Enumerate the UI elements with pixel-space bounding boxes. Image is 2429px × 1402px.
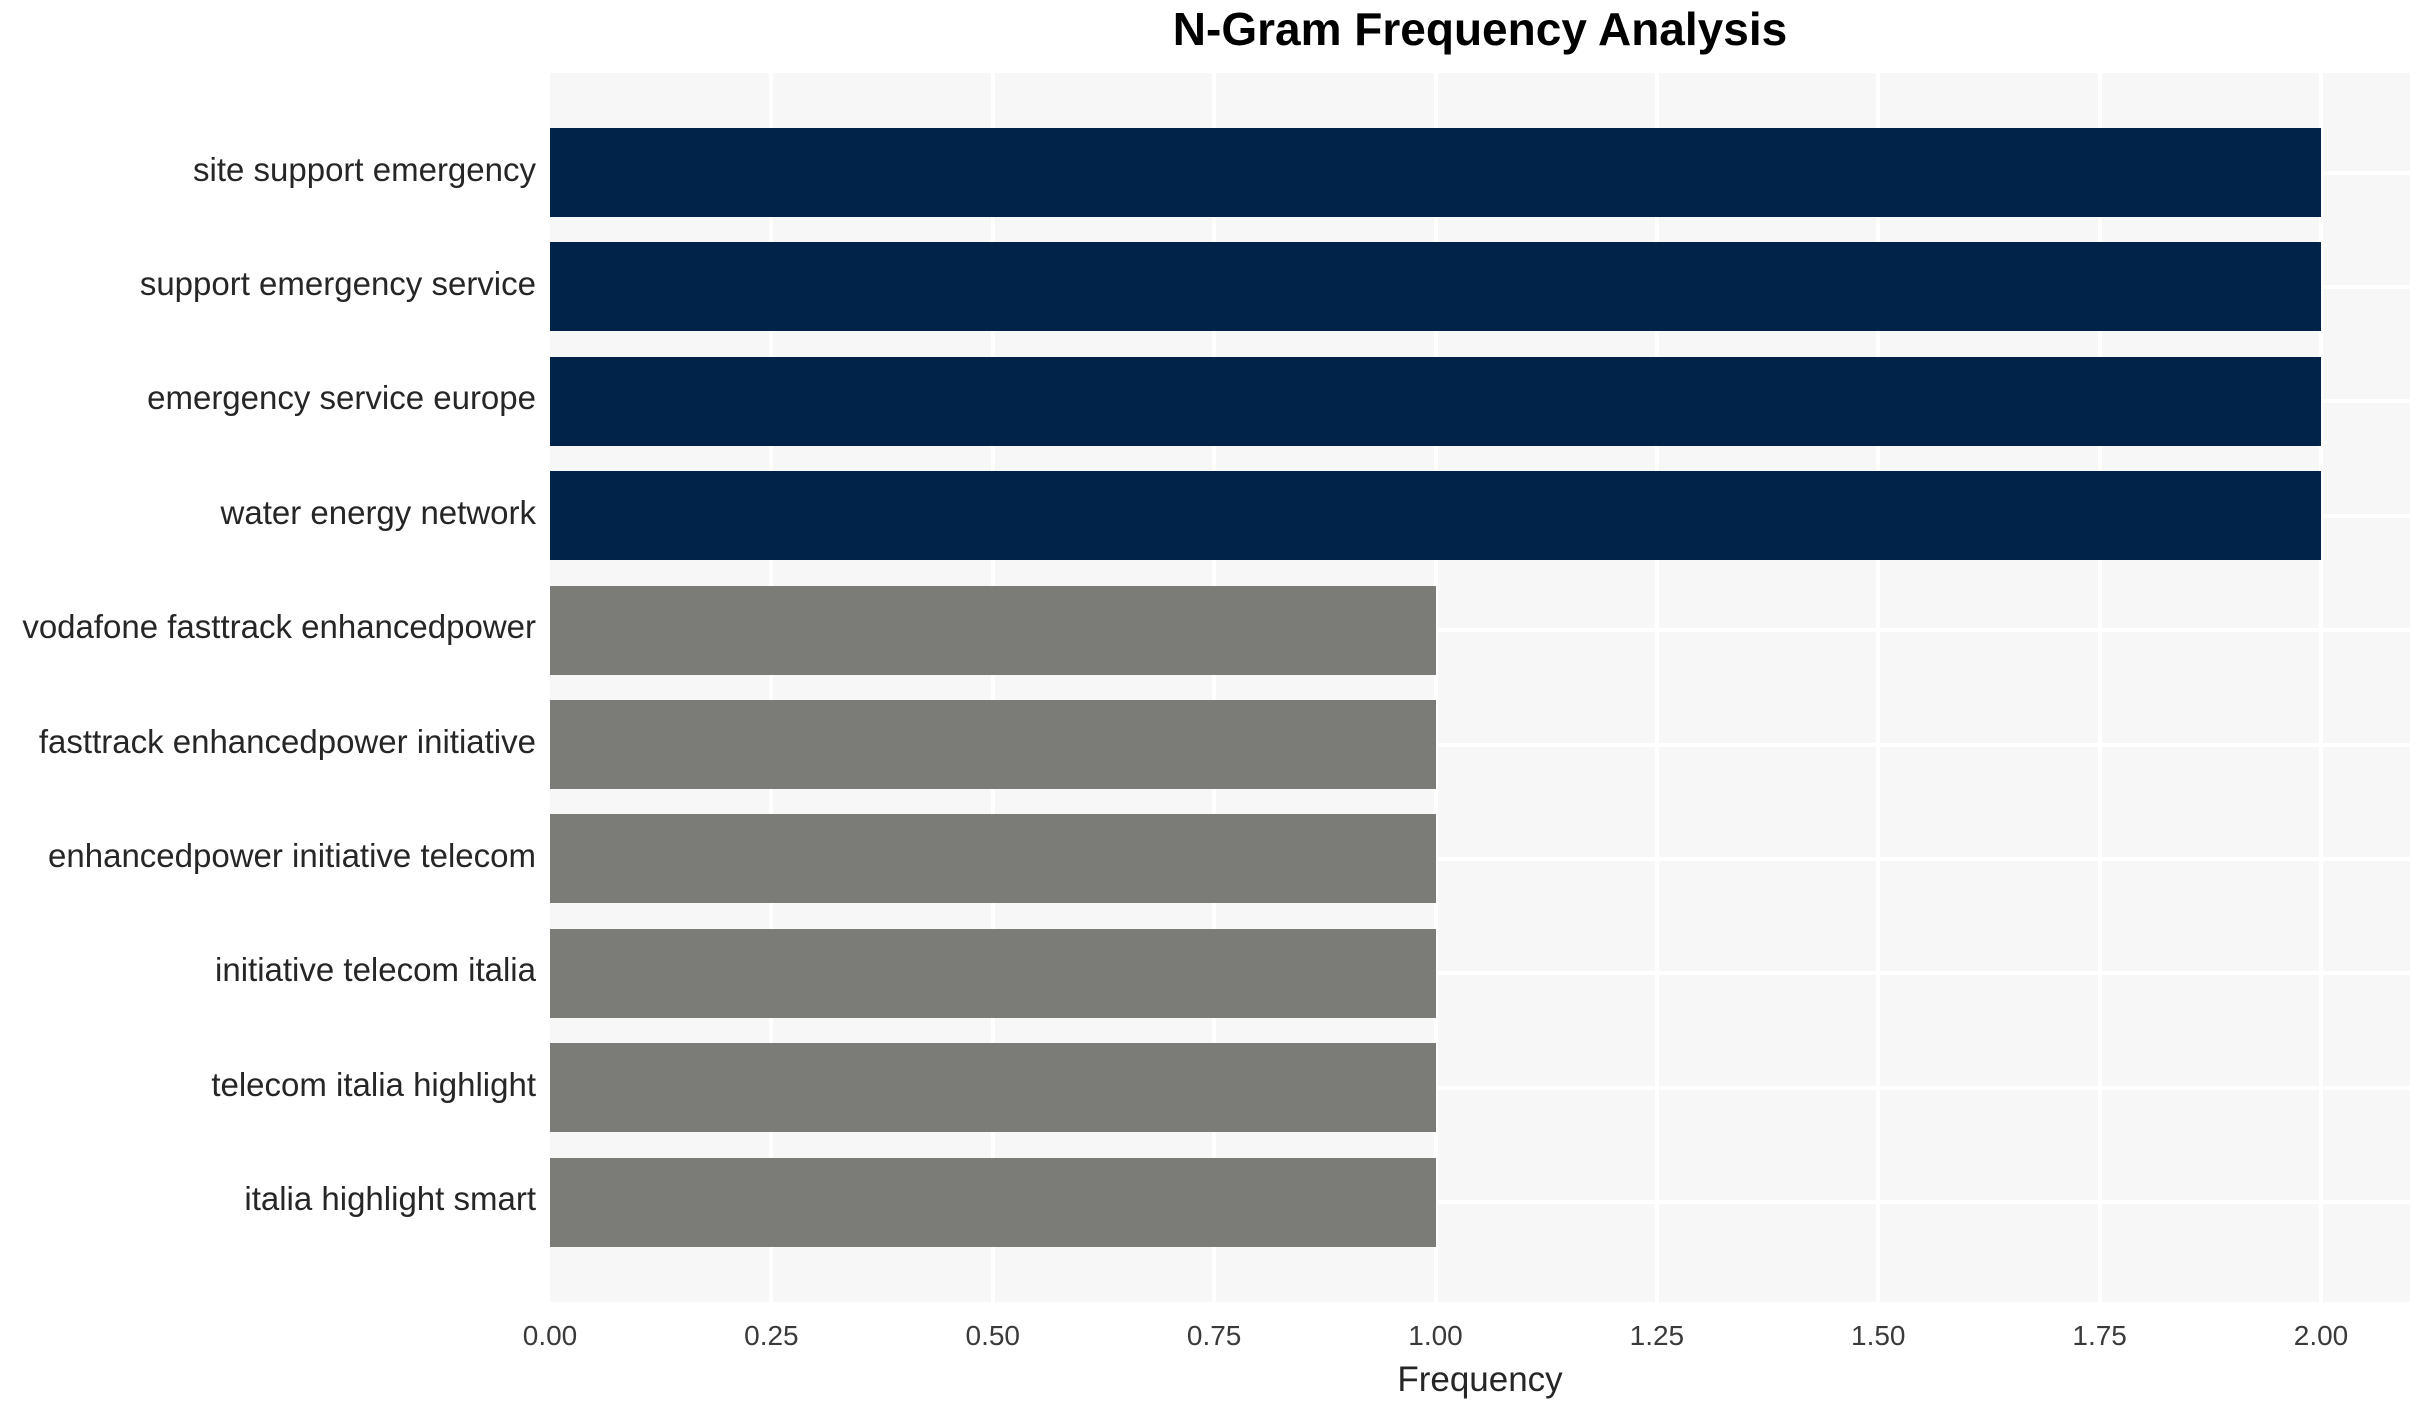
x-gridline — [1876, 73, 1881, 1302]
x-tick-label-0.50: 0.50 — [965, 1320, 1021, 1351]
y-axis-label-9: italia highlight smart — [244, 1180, 536, 1218]
x-tick-label-1.50: 1.50 — [1851, 1320, 1906, 1351]
bar-4 — [550, 585, 1436, 675]
plot-area — [550, 73, 2410, 1302]
chart-title: N-Gram Frequency Analysis — [1172, 3, 1788, 55]
bar-9 — [550, 1157, 1436, 1247]
x-tick-label-0.25: 0.25 — [744, 1320, 799, 1351]
y-gridline — [550, 856, 2410, 861]
bar-1 — [550, 242, 2321, 332]
y-gridline — [550, 1085, 2410, 1090]
y-gridline — [550, 971, 2410, 976]
x-axis-title: Frequency — [1397, 1360, 1563, 1399]
y-axis-label-1: support emergency service — [139, 264, 536, 302]
bar-7 — [550, 928, 1436, 1018]
y-gridline — [550, 1200, 2410, 1205]
bar-8 — [550, 1043, 1436, 1133]
y-gridline — [550, 628, 2410, 633]
y-axis-label-4: vodafone fasttrack enhancedpower — [22, 608, 536, 646]
y-axis-label-0: site support emergency — [192, 150, 536, 188]
x-tick-label-0.00: 0.00 — [522, 1320, 578, 1351]
bar-6 — [550, 814, 1436, 904]
x-gridline — [769, 73, 774, 1302]
x-gridline — [990, 73, 995, 1302]
x-tick-label-1.25: 1.25 — [1629, 1320, 1685, 1351]
x-gridline — [1433, 73, 1438, 1302]
y-axis-label-6: enhancedpower initiative telecom — [48, 836, 536, 874]
x-gridline — [1212, 73, 1217, 1302]
y-axis-label-5: fasttrack enhancedpower initiative — [38, 722, 536, 760]
y-axis-label-7: initiative telecom italia — [215, 951, 536, 989]
bar-0 — [550, 128, 2321, 217]
x-gridline — [2319, 73, 2323, 1302]
x-tick-label-1.00: 1.00 — [1408, 1320, 1463, 1351]
x-gridline — [2097, 73, 2102, 1302]
x-tick-label-1.75: 1.75 — [2072, 1320, 2127, 1351]
bar-5 — [550, 700, 1436, 789]
y-axis-label-3: water energy network — [220, 493, 536, 531]
bar-3 — [550, 471, 2321, 561]
x-tick-label-0.75: 0.75 — [1186, 1320, 1242, 1351]
bar-2 — [550, 356, 2321, 446]
x-gridline — [1654, 73, 1659, 1302]
y-axis-label-2: emergency service europe — [147, 379, 536, 417]
y-gridline — [550, 742, 2410, 747]
y-axis-label-8: telecom italia highlight — [211, 1065, 536, 1103]
x-tick-label-2.00: 2.00 — [2293, 1320, 2349, 1351]
